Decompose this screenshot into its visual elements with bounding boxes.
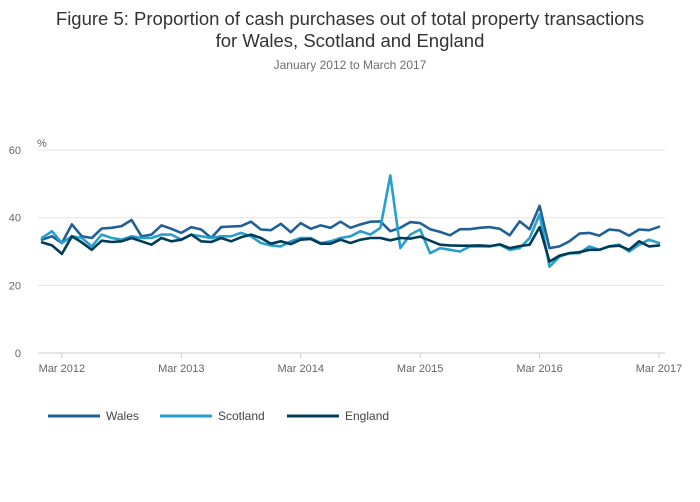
series-line-wales (40, 204, 661, 250)
legend: Wales Scotland England (48, 409, 389, 423)
gridlines (38, 149, 665, 354)
legend-label-scotland[interactable]: Scotland (218, 409, 265, 423)
chart-title: Figure 5: Proportion of cash purchases o… (0, 8, 700, 52)
series-lines (40, 174, 661, 269)
y-tick-label: 20 (9, 280, 21, 292)
legend-label-england[interactable]: England (345, 409, 389, 423)
chart-title-line1: Figure 5: Proportion of cash purchases o… (55, 8, 645, 29)
series-line-scotland (40, 174, 661, 269)
y-tick-label: 0 (15, 348, 21, 360)
y-tick-label: 60 (9, 145, 21, 157)
y-axis: % 0 20 40 60 (9, 138, 47, 360)
y-axis-label: % (37, 138, 47, 150)
series-line-england (40, 225, 661, 263)
x-tick-label: Mar 2014 (277, 363, 323, 375)
x-axis: Mar 2012 Mar 2013 Mar 2014 Mar 2015 Mar 2016… (39, 353, 682, 375)
chart-subtitle: January 2012 to March 2017 (273, 58, 427, 72)
x-tick-label: Mar 2016 (516, 363, 562, 375)
x-tick-label: Mar 2013 (158, 363, 204, 375)
x-tick-label: Mar 2012 (39, 363, 85, 375)
y-tick-label: 40 (9, 213, 21, 225)
legend-label-wales[interactable]: Wales (106, 409, 139, 423)
x-tick-label: Mar 2015 (397, 363, 443, 375)
x-tick-label: Mar 2017 (636, 363, 682, 375)
chart-title-line2: for Wales, Scotland and England (215, 30, 485, 51)
